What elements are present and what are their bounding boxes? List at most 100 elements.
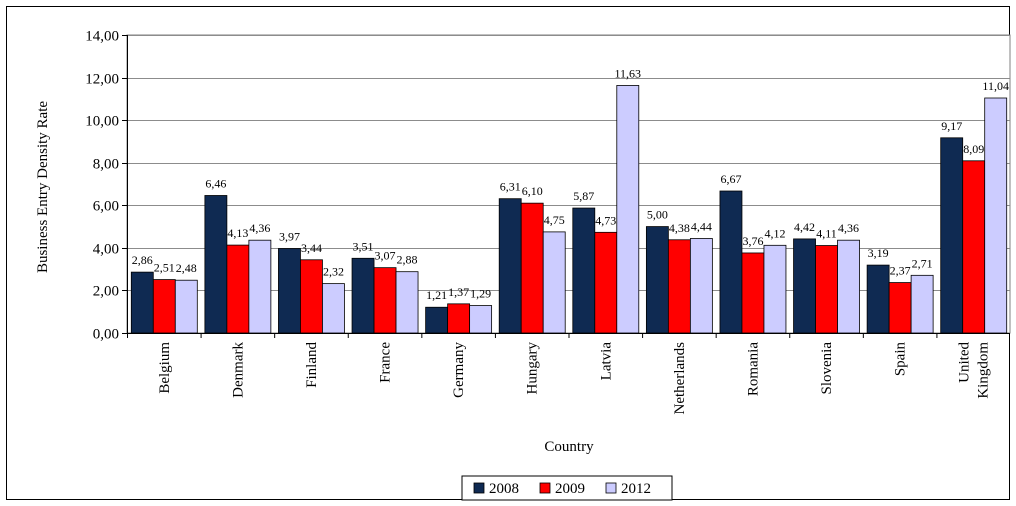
y-tick-labels: 0,00 2,00 4,00 6,00 8,00 10,00 12,00 14,00 — [85, 29, 119, 343]
data-label: 4,38 — [669, 221, 690, 235]
bar-2008 — [940, 137, 964, 334]
bars — [130, 85, 1008, 334]
bar-2012 — [910, 274, 934, 334]
legend: 2008 2009 2012 — [461, 475, 673, 501]
bar-2009 — [667, 239, 691, 334]
bar-2009 — [373, 267, 397, 334]
x-tick-label-line: Netherlands — [672, 342, 688, 415]
data-label: 5,00 — [647, 208, 668, 222]
data-label: 3,07 — [375, 249, 396, 263]
data-labels: 2,862,51 2,486,464,13 4,363,973,442,323,51… — [132, 66, 1009, 302]
x-tick-labels: Belgium Denmark Finland France Germany Hungar… — [157, 342, 992, 415]
data-label: 4,75 — [544, 213, 565, 227]
bar-2009 — [815, 245, 838, 334]
bar-2008 — [572, 207, 596, 334]
x-tick-label: Latvia — [598, 342, 614, 381]
bar-2009 — [152, 279, 176, 334]
bar-2012 — [689, 238, 713, 334]
bar-2009 — [226, 244, 250, 334]
bar-2008 — [719, 190, 743, 334]
bar-2009 — [520, 202, 544, 334]
bar-2012 — [763, 244, 787, 334]
y-tick-label: 8,00 — [93, 157, 119, 173]
gridlines — [126, 34, 1011, 334]
y-axis-label: Business Entry Density Rate — [35, 101, 51, 273]
bar-2012 — [248, 239, 272, 334]
data-label: 2,86 — [132, 253, 153, 267]
x-tick-label: Netherlands — [672, 342, 688, 415]
data-label: 3,97 — [279, 229, 300, 243]
data-label: 4,13 — [227, 226, 248, 240]
x-tick-label: Finland — [304, 342, 320, 388]
x-tick-label: Slovenia — [819, 342, 835, 395]
y-tick-label: 6,00 — [93, 199, 119, 215]
bar-2012 — [322, 283, 345, 334]
x-tick-label: Romania — [745, 342, 761, 396]
legend-swatch-2012 — [605, 482, 617, 494]
y-tick-label: 10,00 — [85, 114, 119, 130]
x-tick-label-line: Hungary — [525, 342, 541, 395]
bar-2012 — [395, 271, 419, 334]
bar-2008 — [130, 271, 154, 334]
x-tick-label: United Kingdom — [957, 342, 992, 399]
x-tick-label-line: Romania — [745, 342, 761, 396]
data-label: 6,10 — [522, 184, 543, 198]
x-tick-label-line: Slovenia — [819, 342, 835, 395]
y-tick-label: 12,00 — [85, 72, 119, 88]
bar-2012 — [469, 305, 493, 334]
bar-2009 — [962, 160, 986, 334]
bar-2008 — [425, 306, 449, 334]
y-tick-label: 4,00 — [93, 242, 119, 258]
data-label: 3,51 — [353, 239, 374, 253]
y-tick-label: 0,00 — [93, 327, 119, 343]
bar-2009 — [300, 259, 323, 334]
plot-area — [126, 34, 1011, 334]
x-tick-label-line: United — [957, 342, 973, 383]
data-label: 2,48 — [176, 261, 197, 275]
data-label: 11,04 — [982, 79, 1009, 93]
data-label: 4,36 — [249, 221, 270, 235]
data-label: 11,63 — [615, 66, 642, 80]
data-label: 4,36 — [838, 221, 859, 235]
data-label: 2,51 — [154, 261, 175, 275]
x-tick-label: France — [378, 342, 394, 383]
bar-2008 — [498, 198, 522, 334]
x-tick-label-line: Germany — [451, 342, 467, 398]
legend-swatch-2009 — [539, 482, 551, 494]
bar-2009 — [594, 231, 618, 334]
x-tick-label-line: Latvia — [598, 342, 614, 381]
data-label: 3,76 — [742, 234, 763, 248]
data-label: 5,87 — [573, 189, 594, 203]
x-axis-label: Country — [544, 439, 594, 455]
bar-2008 — [866, 264, 890, 334]
data-label: 4,11 — [816, 227, 837, 241]
bar-2012 — [616, 85, 640, 334]
x-tick-label-line: Finland — [304, 342, 320, 388]
legend-box — [461, 475, 673, 501]
x-tick-label: Denmark — [230, 342, 246, 398]
y-tick-label: 14,00 — [85, 29, 119, 45]
axes — [122, 35, 1010, 338]
y-tick-label: 2,00 — [93, 284, 119, 300]
data-label: 2,88 — [397, 253, 418, 267]
x-tick-label-line: France — [378, 342, 394, 383]
bar-2008 — [351, 257, 375, 334]
x-tick-label: Germany — [451, 342, 467, 398]
data-label: 6,67 — [720, 172, 741, 186]
bar-2009 — [741, 252, 765, 334]
legend-label-2008: 2008 — [489, 481, 519, 497]
bar-2008 — [645, 226, 669, 334]
data-label: 1,37 — [448, 285, 469, 299]
bar-2012 — [542, 231, 566, 334]
bar-2009 — [888, 282, 912, 334]
data-label: 4,44 — [691, 219, 712, 233]
data-label: 2,37 — [890, 264, 911, 278]
x-tick-label: Belgium — [157, 342, 173, 394]
bar-2012 — [174, 279, 198, 334]
data-label: 4,42 — [794, 220, 815, 234]
data-label: 2,71 — [912, 256, 933, 270]
bar-2008 — [278, 248, 301, 334]
bar-2012 — [984, 97, 1008, 334]
data-label: 6,46 — [205, 176, 226, 190]
